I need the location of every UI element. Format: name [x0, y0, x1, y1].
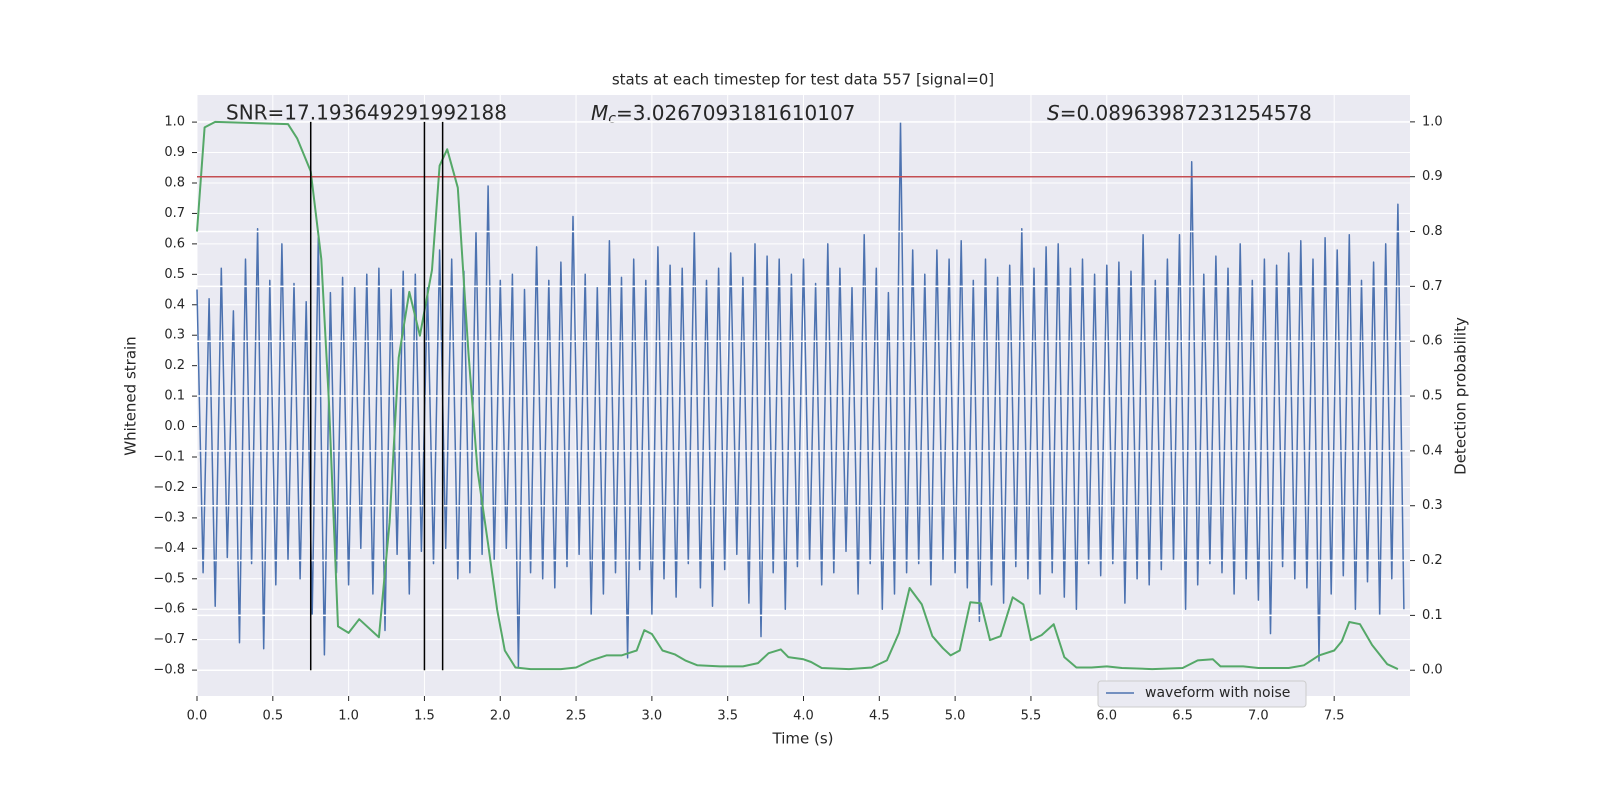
y2-tick-label: 0.9 [1422, 169, 1443, 184]
annotation-text: =3.0267093181610107 [616, 101, 855, 125]
x-tick-label: 2.5 [566, 709, 587, 724]
y-tick-label: −0.8 [153, 663, 185, 678]
annotation-subscript: c [608, 111, 616, 127]
y2-tick-label: 0.4 [1422, 443, 1443, 458]
x-tick-label: 1.5 [414, 709, 435, 724]
series-line [196, 121, 1405, 668]
y-tick-label: 0.8 [164, 175, 185, 190]
y-tick-label: 0.6 [164, 236, 185, 251]
y-axis-label: Whitened strain [122, 336, 140, 455]
annotation: Mc=3.0267093181610107 [591, 101, 855, 128]
y-tick-label: 0.2 [164, 358, 185, 373]
x-tick-label: 4.5 [869, 709, 890, 724]
y2-tick-label: 0.5 [1422, 389, 1443, 404]
y-tick-label: 0.0 [164, 419, 185, 434]
y2-tick-label: 0.7 [1422, 279, 1443, 294]
y-tick-label: −0.2 [153, 480, 185, 495]
y2-tick-label: 0.3 [1422, 498, 1443, 513]
y2-axis-label: Detection probability [1452, 317, 1470, 475]
x-tick-label: 2.0 [490, 709, 511, 724]
x-tick-label: 6.0 [1096, 709, 1117, 724]
series-line [196, 120, 1399, 671]
legend-label: waveform with noise [1145, 685, 1290, 701]
annotation-symbol: M [591, 101, 608, 125]
annotation: SNR=17.193649291992188 [226, 101, 507, 125]
y2-tick-label: 0.6 [1422, 334, 1443, 349]
y-tick-label: 0.9 [164, 145, 185, 160]
y-tick-label: −0.7 [153, 632, 185, 647]
x-tick-label: 5.5 [1021, 709, 1042, 724]
y-tick-label: −0.4 [153, 541, 185, 556]
annotation: S=0.08963987231254578 [1047, 101, 1312, 125]
y-tick-label: −0.3 [153, 510, 185, 525]
y-tick-label: 0.3 [164, 328, 185, 343]
x-tick-label: 5.0 [945, 709, 966, 724]
x-tick-label: 7.5 [1324, 709, 1345, 724]
x-tick-label: 6.5 [1172, 709, 1193, 724]
y-tick-label: 0.7 [164, 206, 185, 221]
y-tick-label: 1.0 [164, 115, 185, 130]
x-tick-label: 3.0 [642, 709, 663, 724]
x-tick-label: 0.0 [187, 709, 208, 724]
y-tick-label: 0.5 [164, 267, 185, 282]
y2-tick-label: 0.8 [1422, 224, 1443, 239]
y2-tick-label: 0.1 [1422, 608, 1443, 623]
y-tick-label: −0.5 [153, 571, 185, 586]
y2-tick-label: 1.0 [1422, 114, 1443, 129]
x-tick-label: 0.5 [262, 709, 283, 724]
y-tick-label: 0.4 [164, 297, 185, 312]
annotation-text: =0.08963987231254578 [1060, 101, 1312, 125]
y-tick-label: −0.6 [153, 602, 185, 617]
x-axis-label: Time (s) [772, 730, 834, 748]
legend: waveform with noise [1097, 680, 1307, 708]
annotation-symbol: S [1047, 101, 1060, 125]
y-tick-label: 0.1 [164, 389, 185, 404]
chart-title: stats at each timestep for test data 557… [612, 71, 994, 89]
x-tick-label: 3.5 [717, 709, 738, 724]
legend-box [1097, 680, 1307, 708]
x-tick-label: 7.0 [1248, 709, 1269, 724]
y2-tick-label: 0.0 [1422, 663, 1443, 678]
y2-tick-label: 0.2 [1422, 553, 1443, 568]
x-tick-label: 1.0 [338, 709, 359, 724]
x-tick-label: 4.0 [793, 709, 814, 724]
y-tick-label: −0.1 [153, 450, 185, 465]
